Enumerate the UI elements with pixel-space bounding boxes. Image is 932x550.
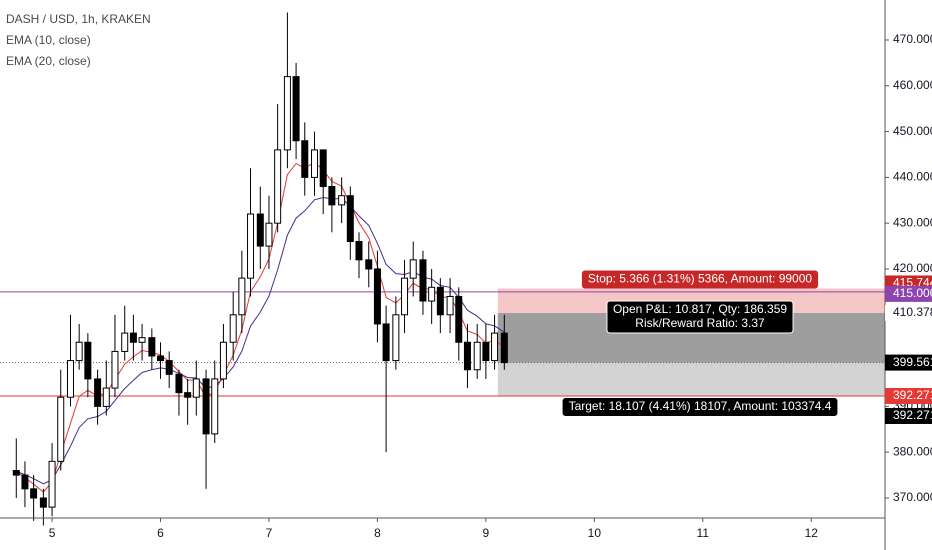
- candle-body: [256, 213, 264, 247]
- candle-body: [365, 259, 373, 270]
- candle-body: [463, 341, 471, 371]
- pnl-box: [606, 300, 794, 334]
- candle-body: [247, 213, 255, 279]
- candle-body: [292, 76, 300, 142]
- candle-body: [428, 286, 436, 302]
- candle-body: [129, 332, 137, 343]
- price-marker-label: 415.000: [893, 286, 932, 300]
- candle-body: [21, 474, 29, 490]
- candle-body: [138, 337, 146, 343]
- candle-body: [392, 314, 400, 362]
- y-tick-label: 430.000: [893, 215, 932, 229]
- candle-body: [57, 396, 65, 462]
- y-tick-label: 420.000: [893, 261, 932, 275]
- target-label-text: Target: 18.107 (4.41%) 18107, Amount: 10…: [569, 399, 832, 413]
- y-tick-label: 450.000: [893, 124, 932, 138]
- x-tick-label: 8: [374, 526, 381, 540]
- x-tick-label: 5: [49, 526, 56, 540]
- plot: Stop: 5.366 (1.31%) 5366, Amount: 99000 O…: [0, 12, 885, 526]
- x-tick-label: 11: [697, 526, 710, 540]
- candle-body: [482, 341, 490, 362]
- candle-body: [355, 241, 363, 261]
- candle-body: [66, 360, 74, 398]
- candle-body: [473, 341, 481, 371]
- target-label: Target: 18.107 (4.41%) 18107, Amount: 10…: [562, 397, 838, 416]
- y-tick-label: 460.000: [893, 78, 932, 92]
- candle-body: [491, 332, 499, 362]
- candle-body: [157, 355, 165, 362]
- candle-body: [328, 186, 336, 206]
- pnl-label: Open P&L: 10.817, Qty: 186.359Risk/Rewar…: [606, 300, 794, 334]
- candle-body: [238, 277, 246, 316]
- stop-label-text: Stop: 5.366 (1.31%) 5366, Amount: 99000: [588, 272, 812, 286]
- price-marker-label: 392.271: [893, 408, 932, 422]
- candle-body: [192, 378, 200, 398]
- candle-body: [148, 337, 156, 357]
- candle-body: [436, 286, 444, 316]
- candle-body: [165, 360, 173, 375]
- candle-body: [500, 332, 508, 364]
- candle-body: [301, 140, 309, 178]
- price-marker: [885, 285, 932, 302]
- candle-body: [409, 259, 417, 279]
- x-tick-label: 12: [805, 526, 819, 540]
- price-marker-label: 392.271: [893, 388, 932, 402]
- legend-entry: EMA (10, close): [6, 33, 91, 47]
- candle-body: [455, 295, 463, 343]
- candle-body: [319, 149, 327, 188]
- candle-body: [401, 277, 409, 316]
- candle-body: [175, 373, 183, 394]
- candle-body: [274, 149, 282, 224]
- x-tick-label: 7: [266, 526, 273, 540]
- candle-body: [111, 350, 119, 389]
- target-label-box: [562, 397, 838, 416]
- price-marker: [885, 407, 932, 424]
- candle-body: [338, 195, 346, 206]
- candle-body: [229, 314, 237, 343]
- candle-body: [12, 470, 20, 476]
- x-tick-label: 6: [157, 526, 164, 540]
- price-marker: [885, 387, 932, 404]
- candle-body: [75, 341, 83, 362]
- x-tick-label: 10: [588, 526, 602, 540]
- candle-body: [121, 332, 129, 352]
- candle-body: [219, 341, 227, 380]
- candle-body: [311, 149, 319, 178]
- pnl-text: Open P&L: 10.817, Qty: 186.359: [613, 302, 787, 316]
- x-tick-label: 9: [483, 526, 490, 540]
- candle-body: [446, 295, 454, 316]
- candle-body: [94, 378, 102, 407]
- candle-body: [283, 76, 291, 151]
- y-tick-label: 440.000: [893, 170, 932, 184]
- price-marker: [885, 305, 932, 322]
- candle-body: [382, 323, 390, 362]
- y-tick-label: 370.000: [893, 490, 932, 504]
- candle-body: [211, 378, 219, 435]
- y-tick-label: 380.000: [893, 444, 932, 458]
- price-marker-label: 410.378: [893, 305, 932, 319]
- candle-body: [202, 378, 210, 435]
- candle-body: [48, 460, 56, 508]
- price-marker-label: 399.561: [893, 355, 932, 369]
- candle-body: [419, 259, 427, 302]
- candle-body: [373, 268, 381, 325]
- candle-body: [84, 341, 92, 380]
- candle-body: [30, 488, 38, 499]
- candle-body: [346, 195, 354, 243]
- chart-title: DASH / USD, 1h, KRAKEN: [6, 12, 151, 26]
- axes: 370.000380.000390.000400.000410.000420.0…: [49, 32, 932, 540]
- candle-body: [39, 497, 47, 508]
- legend-entry: EMA (20, close): [6, 54, 91, 68]
- stop-label-box: [581, 270, 819, 289]
- candle-body: [102, 387, 110, 407]
- y-tick-label: 470.000: [893, 32, 932, 46]
- candle-body: [265, 222, 273, 247]
- stop-label: Stop: 5.366 (1.31%) 5366, Amount: 99000: [581, 270, 819, 289]
- price-marker: [885, 354, 932, 371]
- rr-text: Risk/Reward Ratio: 3.37: [635, 316, 765, 330]
- candle-body: [184, 392, 192, 398]
